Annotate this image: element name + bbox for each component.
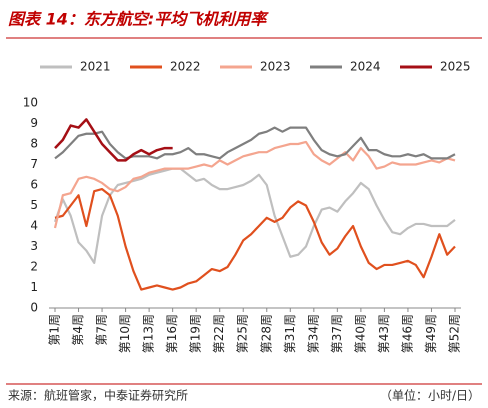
series-line [53,140,456,229]
x-tick-label: 第40周 [353,314,367,353]
x-tick-label: 第7周 [95,314,109,346]
x-tick-label: 第10周 [118,314,132,353]
legend-label: 2024 [350,60,381,74]
y-tick-label: 4 [30,219,38,233]
legend-label: 2025 [440,60,471,74]
x-tick-label: 第46周 [400,314,414,353]
x-tick-label: 第19周 [189,314,203,353]
series-line [54,188,456,291]
x-tick-label: 第49周 [424,314,438,353]
y-tick-label: 5 [30,198,38,212]
y-tick-label: 3 [30,239,38,253]
x-tick-label: 第13周 [142,314,156,353]
x-tick-label: 第16周 [165,314,179,353]
series-line [53,167,456,264]
x-tick-label: 第4周 [71,314,85,346]
x-tick-label: 第1周 [48,314,62,346]
x-tick-label: 第37周 [330,314,344,353]
x-tick-label: 第28周 [259,314,273,353]
y-tick-label: 0 [30,301,38,315]
chart-title: 图表 14：东方航空:平均飞机利用率 [8,10,269,29]
y-tick-label: 2 [30,260,38,274]
series-line [54,126,456,160]
y-tick-label: 8 [30,137,38,151]
x-tick-label: 第34周 [306,314,320,353]
y-tick-label: 6 [30,178,38,192]
y-tick-label: 1 [30,280,38,294]
source: 来源：航班管家，中泰证券研究所 [8,388,188,403]
x-tick-label: 第31周 [283,314,297,353]
x-tick-label: 第43周 [377,314,391,353]
x-tick-label: 第22周 [212,314,226,353]
y-tick-label: 7 [30,157,38,171]
legend-label: 2023 [260,60,291,74]
unit: （单位：小时/日） [380,388,480,403]
series-line [54,118,173,162]
x-tick-label: 第52周 [448,314,462,353]
x-tick-label: 第25周 [236,314,250,353]
y-tick-label: 10 [23,96,38,110]
legend-label: 2022 [170,60,201,74]
legend-label: 2021 [80,60,111,74]
y-tick-label: 9 [30,116,38,130]
